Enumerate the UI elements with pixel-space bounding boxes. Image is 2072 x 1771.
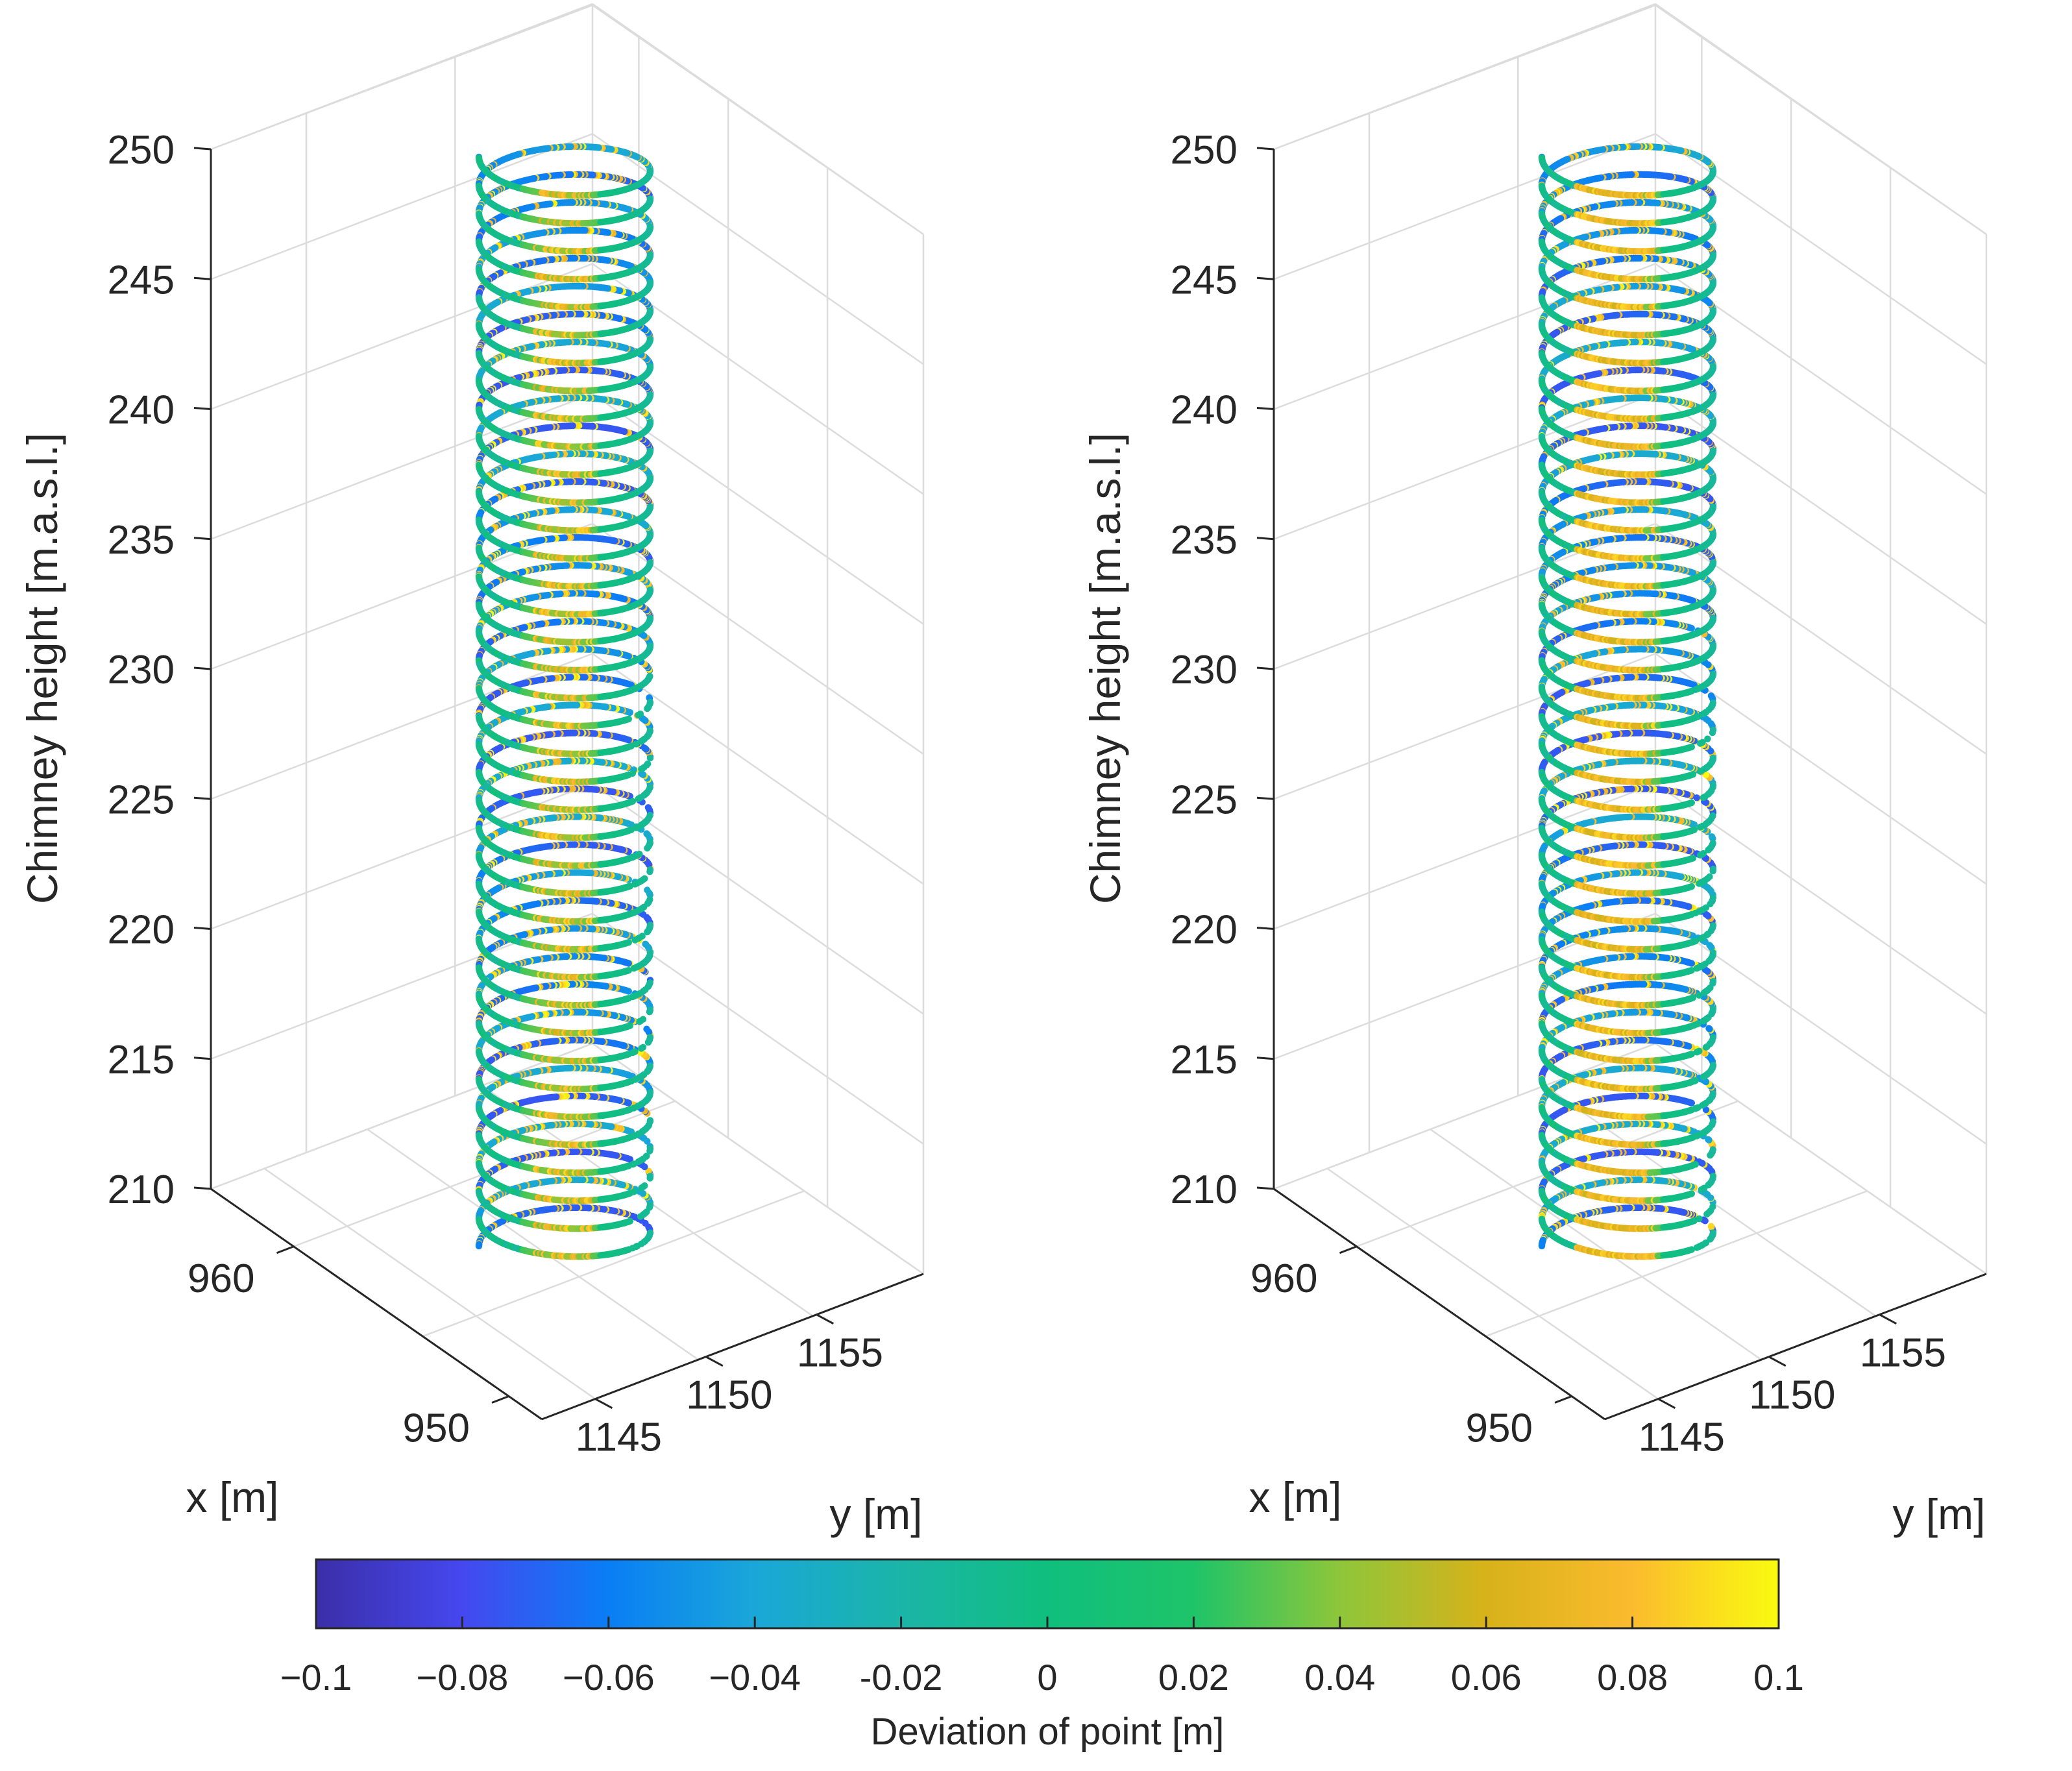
- grid-line: [592, 393, 924, 625]
- helix-point: [646, 167, 654, 175]
- grid-line: [592, 653, 924, 885]
- point-cloud-helix: [475, 143, 654, 1260]
- grid-line: [210, 133, 593, 280]
- helix-point: [643, 830, 650, 837]
- grid-line: [210, 1042, 593, 1190]
- helix-point: [642, 940, 649, 947]
- grid-line: [592, 4, 924, 236]
- grid-line: [210, 653, 593, 800]
- grid-line: [210, 4, 593, 151]
- grid-line: [367, 1129, 699, 1361]
- helix-point: [475, 1242, 483, 1250]
- helix-point: [643, 1025, 650, 1032]
- grid-line: [263, 1167, 596, 1400]
- helix-point: [646, 195, 654, 202]
- grid-line: [210, 522, 593, 670]
- grid-line: [210, 393, 593, 540]
- helix-point: [644, 886, 651, 894]
- grid-line: [422, 1190, 805, 1337]
- grid-lines: [210, 3, 925, 1400]
- grid-line: [592, 783, 924, 1015]
- helix-point: [644, 804, 652, 811]
- grid-line: [210, 912, 593, 1060]
